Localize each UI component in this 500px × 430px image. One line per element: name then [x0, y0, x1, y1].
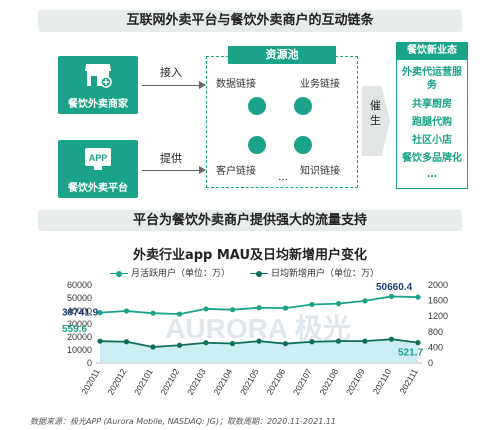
merchant-flow-label: 接入: [160, 66, 182, 79]
y-left-tick-label: 10000: [67, 345, 92, 355]
y-left-tick-label: 40000: [67, 306, 92, 316]
x-tick-label: 202110: [371, 367, 394, 396]
new-users-point: [335, 338, 342, 344]
platform-flow-label: 提供: [160, 152, 182, 165]
new-business-item: 共享厨房: [412, 99, 452, 110]
lightbulb-icon: [294, 136, 312, 154]
y-right-tick-label: 1600: [428, 296, 448, 306]
x-tick-label: 202107: [291, 367, 314, 397]
new-users-point: [388, 336, 395, 342]
new-users-last-label: 521.7: [398, 348, 423, 359]
mau-point: [150, 310, 156, 316]
merchant-arrow: [142, 85, 200, 86]
mau-point: [282, 305, 289, 311]
platform-arrow: [142, 170, 200, 171]
people-icon: [248, 136, 266, 154]
legend-swatch-mau: [110, 271, 128, 277]
mau-first-label: 38741.9: [62, 308, 99, 319]
x-tick-label: 202102: [158, 367, 181, 397]
pool-ellipsis: …: [278, 172, 288, 183]
legend-label-mau: 月活跃用户（单位：万）: [131, 269, 231, 279]
x-tick-label: 202103: [185, 367, 208, 397]
new-business-item: 社区小店: [412, 135, 452, 146]
platform-label: 餐饮外卖平台: [68, 183, 128, 194]
new-users-point: [256, 338, 262, 344]
merchant-arrowhead: [199, 81, 206, 89]
y-left-tick-label: 50000: [67, 293, 92, 303]
mau-point: [335, 300, 342, 307]
mau-point: [203, 306, 209, 312]
x-tick-label: 202105: [238, 367, 261, 397]
resource-pool-title: 资源池: [228, 46, 336, 64]
new-users-point: [362, 338, 368, 344]
legend-item-mau: 月活跃用户（单位：万）: [110, 266, 230, 279]
x-tick-label: 202012: [105, 367, 128, 397]
new-users-point: [123, 339, 130, 345]
section-title-banner: 平台为餐饮外卖商户提供强大的流量支持: [38, 210, 462, 231]
new-users-point: [282, 341, 289, 347]
mau-point: [415, 294, 421, 300]
sliders-icon: [248, 97, 266, 115]
x-tick-label: 202104: [211, 367, 234, 397]
merchant-box: 餐饮外卖商家: [58, 56, 138, 114]
legend-item-new-users: 日均新增用户（单位：万）: [250, 266, 379, 279]
promote-label: 催生: [370, 99, 381, 127]
new-users-point: [229, 340, 236, 347]
y-right-tick-label: 2000: [428, 280, 448, 290]
mau-last-label: 50660.4: [376, 282, 413, 293]
storefront-icon: [85, 64, 112, 88]
platform-box: APP 餐饮外卖平台: [58, 140, 138, 198]
mau-point: [229, 307, 236, 313]
new-users-point: [203, 340, 209, 346]
y-right-tick-label: 400: [428, 342, 443, 352]
pool-item-knowledge: 知识链接: [300, 166, 340, 177]
new-business-item: 外卖代运营服务: [402, 67, 462, 91]
x-tick-label: 202011: [79, 367, 102, 396]
mau-point: [388, 293, 395, 300]
mau-point: [123, 308, 130, 314]
source-note: 数据来源：极光APP (Aurora Mobile, NASDAQ: JG)；取…: [30, 417, 337, 426]
new-business-item: …: [427, 169, 437, 180]
chart-title: 外卖行业app MAU及日均新增用户变化: [132, 248, 368, 263]
x-tick-label: 202106: [264, 367, 287, 397]
mau-point: [362, 298, 368, 304]
x-tick-label: 202101: [132, 367, 155, 397]
diagram-title-banner: 互联网外卖平台与餐饮外卖商户的互动链条: [38, 10, 462, 32]
y-left-tick-label: 30000: [67, 319, 92, 329]
y-left-tick-label: 60000: [67, 280, 92, 290]
mau-point: [176, 311, 183, 317]
new-business-item: 餐饮多品牌化: [402, 153, 462, 164]
pool-item-business: 业务链接: [300, 79, 340, 90]
app-icon: APP: [85, 148, 111, 170]
new-users-point: [309, 339, 315, 345]
y-right-tick-label: 0: [428, 358, 433, 368]
app-icon-text: APP: [89, 153, 108, 163]
new-users-point: [150, 344, 156, 350]
merchant-label: 餐饮外卖商家: [68, 99, 128, 110]
y-right-tick-label: 800: [428, 327, 443, 337]
new-users-first-label: 559.6: [62, 324, 87, 335]
mau-point: [309, 301, 315, 308]
new-users-point: [97, 338, 103, 344]
x-tick-label: 202111: [398, 367, 420, 396]
y-left-tick-label: 0: [87, 358, 92, 368]
legend-swatch-new-users: [250, 271, 268, 277]
mau-point: [256, 305, 262, 311]
mau-point: [97, 310, 103, 316]
new-users-area: [100, 339, 418, 363]
new-users-point: [176, 342, 183, 348]
new-business-item: 跑腿代购: [412, 117, 452, 128]
x-tick-label: 202108: [317, 367, 340, 397]
new-users-point: [415, 340, 421, 346]
pool-item-data: 数据链接: [216, 79, 256, 90]
y-right-tick-label: 1200: [428, 311, 448, 321]
platform-arrowhead: [199, 166, 206, 174]
legend-label-new-users: 日均新增用户（单位：万）: [271, 269, 380, 279]
pool-item-customer: 客户链接: [216, 166, 256, 177]
document-icon: [294, 97, 312, 115]
line-chart: AURORA 极光0100002000030000400005000060000…: [62, 280, 448, 397]
new-business-title: 餐饮新业态: [396, 42, 468, 60]
x-tick-label: 202109: [344, 367, 367, 397]
y-left-tick-label: 20000: [67, 332, 92, 342]
